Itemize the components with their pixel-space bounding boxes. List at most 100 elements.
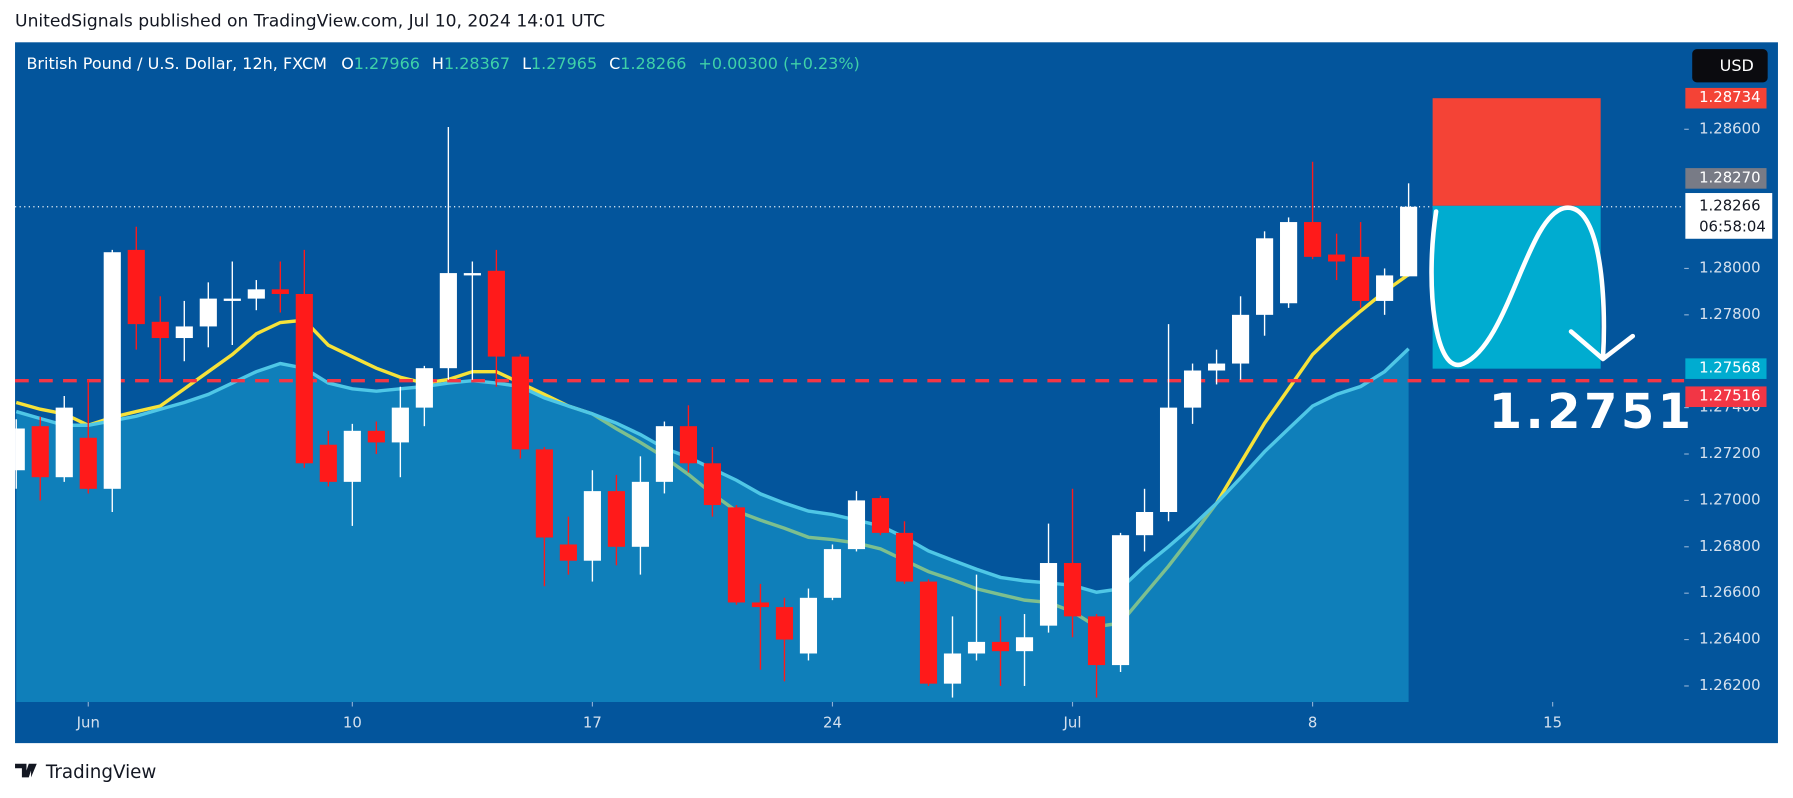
candle-body — [1207, 363, 1226, 371]
candle-body — [103, 252, 121, 489]
candle-body — [1231, 314, 1250, 364]
legend-low: 1.27965 — [531, 54, 597, 73]
candle-body — [247, 289, 265, 299]
legend-high: 1.28367 — [444, 54, 510, 73]
x-tick-label: 17 — [583, 714, 602, 732]
candle-body — [1015, 637, 1034, 652]
y-tick-label: 1.26800 — [1699, 537, 1760, 555]
entry-badge-label: 1.28270 — [1699, 168, 1760, 186]
candle-body — [151, 321, 169, 339]
y-tick-label: 1.28600 — [1699, 119, 1760, 137]
candle-body — [463, 273, 481, 276]
candle-body — [775, 607, 794, 640]
last-price-label: 1.28266 — [1699, 197, 1760, 215]
candle-body — [583, 491, 601, 561]
y-tick-label: 1.27800 — [1699, 305, 1760, 323]
candle-body — [1183, 370, 1202, 408]
candle-body — [15, 428, 25, 471]
x-tick-label: 10 — [343, 714, 362, 732]
x-tick-label: 24 — [823, 714, 842, 732]
candle-body — [391, 407, 409, 443]
x-tick-label: Jul — [1063, 714, 1082, 732]
candle-body — [1328, 254, 1346, 262]
candle-body — [823, 549, 842, 598]
candle-body — [199, 298, 217, 327]
target-badge-label: 1.27568 — [1699, 359, 1760, 377]
candle-body — [511, 356, 529, 450]
x-tick-label: 8 — [1308, 714, 1317, 732]
y-tick-label: 1.26400 — [1699, 630, 1760, 648]
candle-body — [1087, 616, 1106, 666]
legend-h: H — [432, 54, 444, 73]
candle-body — [1376, 275, 1394, 301]
level-badge-label: 1.27516 — [1699, 387, 1760, 405]
candle-body — [223, 298, 241, 301]
y-tick-label: 1.27200 — [1699, 444, 1760, 462]
candle-body — [415, 368, 433, 408]
legend-o: O — [341, 54, 354, 73]
position-stop-zone — [1432, 98, 1601, 206]
candle-body — [1063, 563, 1082, 617]
candle-body — [343, 430, 361, 482]
legend-close: 1.28266 — [620, 54, 686, 73]
level-badge — [1685, 386, 1767, 408]
y-tick-label: 1.27000 — [1699, 490, 1760, 508]
candle-body — [607, 491, 625, 547]
stop-badge-label: 1.28734 — [1699, 88, 1760, 106]
candle-body — [895, 532, 914, 582]
legend-l: L — [522, 54, 531, 73]
candle-body — [1304, 222, 1322, 257]
candle-body — [271, 289, 289, 294]
candle-body — [679, 426, 697, 464]
candle-body — [295, 293, 313, 464]
legend-change: +0.00300 (+0.23%) — [698, 54, 859, 73]
candle-body — [799, 597, 818, 654]
candle-body — [439, 273, 457, 369]
ma-area — [16, 348, 1409, 702]
legend-open: 1.27966 — [354, 54, 420, 73]
candle-body — [1256, 238, 1274, 315]
candle-body — [631, 481, 649, 547]
candle-body — [127, 249, 145, 325]
currency-button[interactable] — [1692, 49, 1768, 83]
candle-body — [79, 437, 97, 489]
candle-body — [559, 544, 577, 561]
candle-body — [175, 326, 193, 339]
candle-body — [703, 463, 722, 506]
candle-body — [55, 407, 73, 478]
candle-body — [967, 641, 986, 654]
candle-body — [871, 498, 890, 533]
candle-body — [919, 581, 938, 684]
legend: British Pound / U.S. Dollar, 12h, FXCM O… — [26, 54, 859, 73]
candle-body — [367, 430, 385, 443]
candle-body — [1400, 206, 1418, 277]
y-tick-label: 1.28000 — [1699, 258, 1760, 276]
last-price-badge — [1685, 193, 1773, 239]
candle-body — [1280, 222, 1298, 304]
drawn-arrow — [1429, 205, 1636, 368]
x-tick-label: 15 — [1543, 714, 1562, 732]
candle-body — [727, 507, 746, 603]
legend-c: C — [609, 54, 620, 73]
candle-body — [655, 426, 673, 482]
level-annotation: 1.2751 — [1489, 384, 1695, 440]
footer-logo — [15, 763, 37, 778]
candle-body — [1135, 511, 1154, 536]
candle-body — [1111, 535, 1130, 666]
x-tick-label: Jun — [76, 714, 100, 732]
candle-body — [991, 641, 1010, 652]
entry-badge — [1685, 168, 1767, 189]
y-tick-label: 1.26200 — [1699, 676, 1760, 694]
candle-body — [31, 426, 49, 478]
legend-title: British Pound / U.S. Dollar, 12h, FXCM — [26, 54, 326, 73]
candle-body — [487, 270, 505, 357]
candle-body — [319, 444, 337, 482]
logo-mark — [15, 763, 37, 778]
candle-body — [1352, 256, 1370, 301]
stop-badge — [1685, 87, 1767, 109]
footer-brand: TradingView — [45, 762, 157, 783]
target-badge — [1685, 358, 1767, 379]
candle-body — [943, 653, 962, 684]
